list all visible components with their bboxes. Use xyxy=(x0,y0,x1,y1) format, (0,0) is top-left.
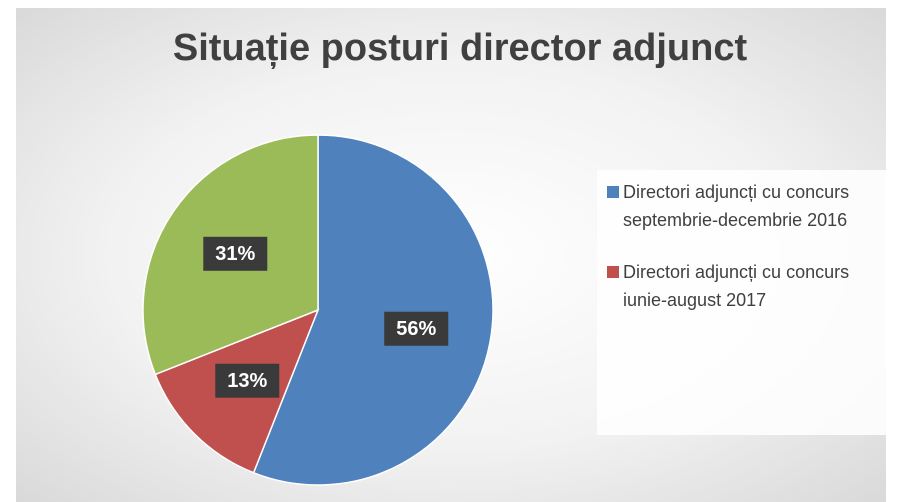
legend-text: Directori adjuncți cu concurs iunie-augu… xyxy=(623,262,850,310)
chart-title: Situație posturi director adjunct xyxy=(173,27,748,69)
legend-text: Directori adjuncți cu concurs septembrie… xyxy=(623,182,850,230)
legend-swatch xyxy=(607,186,619,198)
data-label: 13% xyxy=(227,370,267,392)
data-label-box xyxy=(215,363,280,398)
data-label-box xyxy=(384,311,449,346)
legend-swatch xyxy=(607,266,619,278)
data-label-box xyxy=(203,236,268,271)
legend: Directori adjuncți cu concurs septembrie… xyxy=(597,170,886,435)
data-label: 56% xyxy=(396,318,436,340)
legend-entry: Directori adjuncți cu concurs iunie-augu… xyxy=(607,258,849,314)
legend-entry: Directori adjuncți cu concurs septembrie… xyxy=(607,178,849,234)
pie-slice xyxy=(252,134,494,486)
data-label: 31% xyxy=(215,243,255,265)
